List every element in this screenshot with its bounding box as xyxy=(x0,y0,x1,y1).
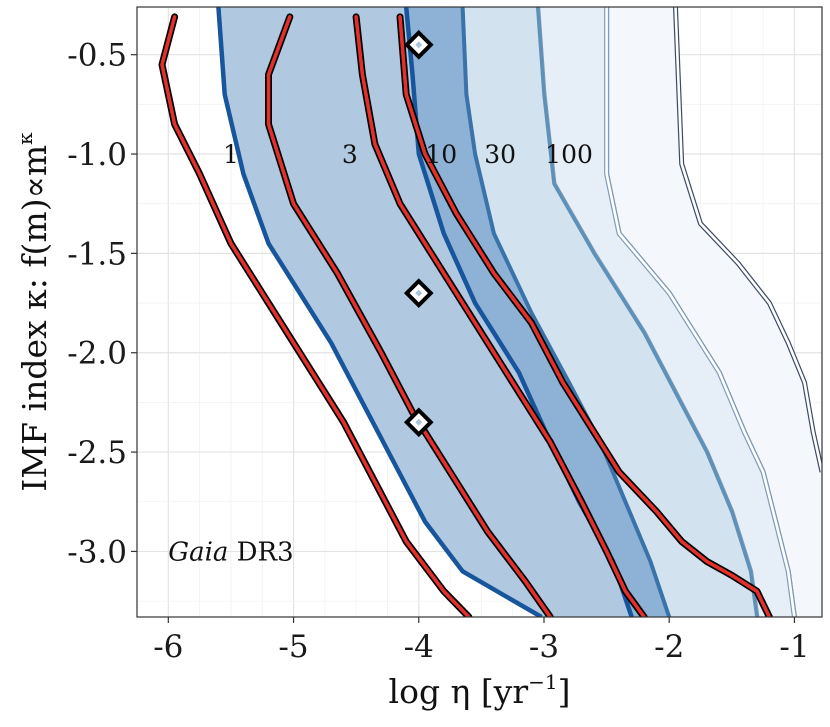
x-tick-label: -6 xyxy=(153,629,183,665)
x-axis-label-main: log η [yr xyxy=(389,672,529,711)
annotation-italic: Gaia xyxy=(168,537,228,567)
annotation-normal: DR3 xyxy=(228,537,293,567)
x-axis-label: log η [yr−1] xyxy=(389,670,571,711)
band-3-edge xyxy=(460,7,672,617)
red-line-2 xyxy=(266,15,553,617)
red-line-3 xyxy=(354,15,647,617)
band-3-fill xyxy=(406,7,670,617)
y-tick-label: -2.0 xyxy=(67,336,127,372)
contour-label-3: 3 xyxy=(342,140,358,169)
band-30-edge-inner xyxy=(605,7,796,617)
x-axis-label-suffix: ] xyxy=(558,672,571,711)
x-tick-label: -5 xyxy=(278,629,308,665)
contour-labels: 1 3 10 30 100 xyxy=(223,140,593,169)
contour-label-30: 30 xyxy=(484,140,516,169)
y-tick-label: -2.5 xyxy=(67,435,127,471)
red-lines xyxy=(158,13,773,617)
diamond-marker-1-core xyxy=(415,41,423,49)
band-1-edge xyxy=(216,7,543,617)
band-100-fill xyxy=(606,7,822,617)
x-axis-label-sup: −1 xyxy=(528,670,557,694)
y-tick-label: -1.0 xyxy=(67,137,127,173)
contour-label-1: 1 xyxy=(223,140,239,169)
contour-label-100: 100 xyxy=(545,140,593,169)
y-tick-label: -1.5 xyxy=(67,236,127,272)
gaia-dr3-annotation: Gaia DR3 xyxy=(168,537,293,567)
y-tick-label: -0.5 xyxy=(67,38,127,74)
red-line-1 xyxy=(160,15,471,617)
y-axis-ticks: -0.5 -1.0 -1.5 -2.0 -2.5 -3.0 xyxy=(67,38,137,570)
y-tick-label: -3.0 xyxy=(67,534,127,570)
diamond-marker-2-core xyxy=(415,289,423,297)
y-axis-label-sup: κ xyxy=(13,132,37,145)
band-100-edge-inner xyxy=(674,7,822,473)
band-10-edge xyxy=(535,7,759,617)
band-10-fill xyxy=(462,7,757,617)
band-1-fill xyxy=(218,7,632,617)
y-axis-label: IMF index κ: f(m)∝mκ xyxy=(13,132,54,492)
x-tick-label: -2 xyxy=(654,629,684,665)
x-tick-label: -3 xyxy=(529,629,559,665)
plot-frame xyxy=(136,6,823,618)
contour-bands xyxy=(216,7,822,617)
diamond-marker-3-core xyxy=(415,418,423,426)
x-tick-label: -4 xyxy=(404,629,434,665)
band-30-fill xyxy=(537,7,795,617)
contour-label-10: 10 xyxy=(425,140,457,169)
markers xyxy=(403,29,434,438)
x-tick-label: -1 xyxy=(779,629,809,665)
y-axis-label-main: IMF index κ: f(m)∝m xyxy=(15,145,54,492)
red-line-4 xyxy=(398,15,772,617)
x-axis-ticks: -6 -5 -4 -3 -2 -1 xyxy=(153,617,810,665)
